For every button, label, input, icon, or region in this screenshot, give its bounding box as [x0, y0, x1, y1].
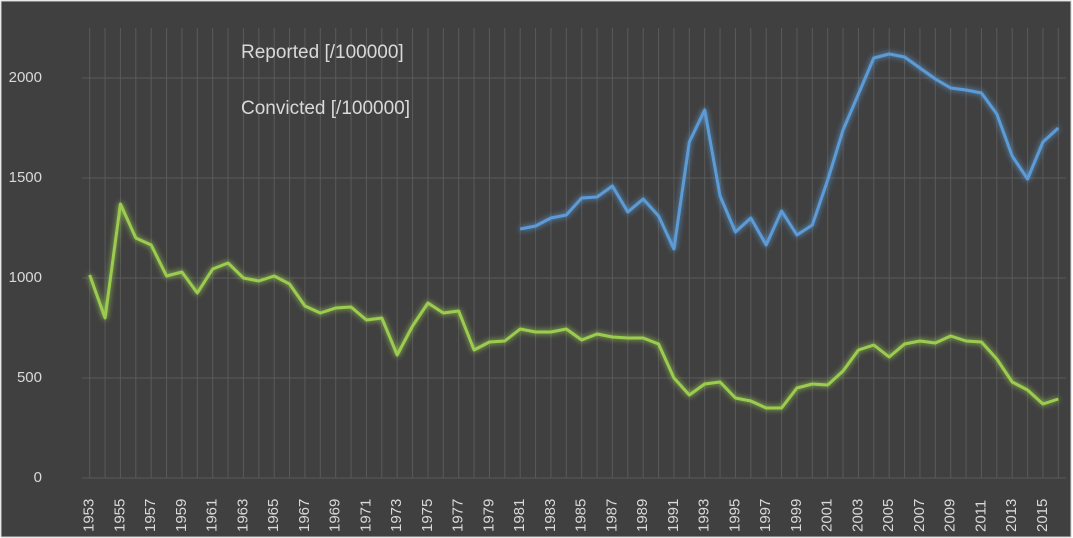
x-tick-label: 1985 — [573, 499, 590, 532]
x-tick-label: 1953 — [81, 499, 98, 532]
x-tick-label: 1979 — [480, 499, 497, 532]
x-tick-label: 1955 — [111, 499, 128, 532]
x-tick-label: 1983 — [542, 499, 559, 532]
x-tick-label: 1963 — [234, 499, 251, 532]
x-tick-label: 1959 — [173, 499, 190, 532]
x-tick-label: 1971 — [357, 499, 374, 532]
x-tick-label: 1999 — [788, 499, 805, 532]
x-tick-label: 2003 — [849, 499, 866, 532]
x-tick-label: 2007 — [911, 499, 928, 532]
series-line — [519, 52, 1060, 251]
x-tick-label: 2011 — [972, 500, 989, 532]
x-tick-label: 1981 — [511, 499, 528, 532]
legend-label: Reported [/100000] — [241, 42, 404, 63]
x-tick-label: 1973 — [388, 499, 405, 532]
y-tick-label: 2000 — [9, 69, 42, 86]
x-tick-label: 2013 — [1003, 499, 1020, 532]
x-tick-label: 1987 — [603, 499, 620, 532]
y-tick-label: 500 — [17, 369, 42, 386]
x-tick-label: 1993 — [696, 499, 713, 532]
x-tick-label: 1965 — [265, 499, 282, 532]
x-tick-label: 1969 — [327, 499, 344, 532]
x-tick-label: 1957 — [142, 499, 159, 532]
series-line — [88, 202, 1059, 410]
x-tick-label: 2005 — [880, 499, 897, 532]
y-tick-label: 0 — [34, 469, 42, 486]
x-tick-label: 1995 — [726, 499, 743, 532]
x-tick-label: 1967 — [296, 499, 313, 532]
x-tick-label: 1997 — [757, 499, 774, 532]
x-tick-label: 1989 — [634, 499, 651, 532]
y-tick-label: 1500 — [9, 169, 42, 186]
x-tick-label: 1975 — [419, 499, 436, 532]
y-tick-label: 1000 — [9, 269, 42, 286]
x-tick-label: 2001 — [819, 499, 836, 532]
x-tick-label: 1961 — [204, 499, 221, 532]
x-tick-label: 1977 — [450, 499, 467, 532]
legend-label: Convicted [/100000] — [241, 98, 410, 119]
x-tick-label: 2009 — [942, 499, 959, 532]
x-tick-label: 1991 — [665, 499, 682, 532]
x-tick-label: 2015 — [1034, 499, 1051, 532]
